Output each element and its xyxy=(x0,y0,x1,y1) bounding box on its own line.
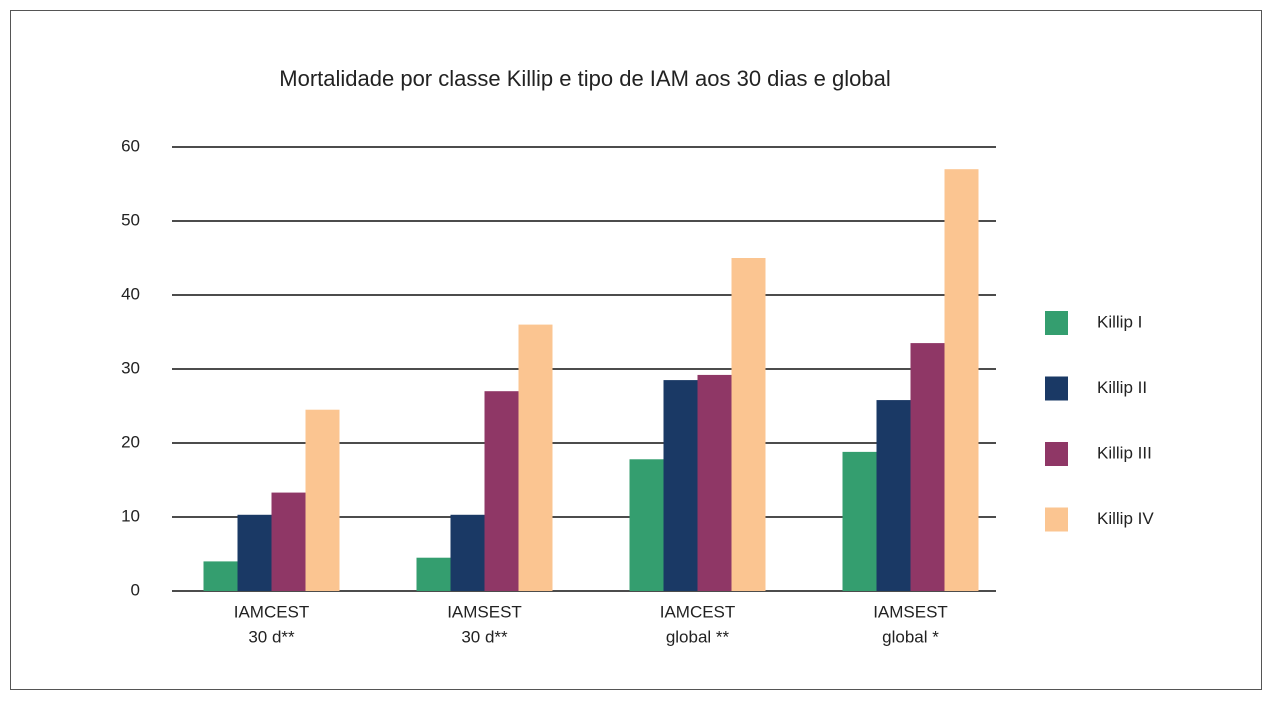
legend-label: Killip II xyxy=(1097,378,1147,397)
bar xyxy=(271,492,306,591)
bar xyxy=(876,400,911,591)
legend-swatch xyxy=(1045,507,1068,532)
bar xyxy=(910,343,945,591)
y-tick-label: 40 xyxy=(121,284,140,303)
x-tick-label: 30 d** xyxy=(248,627,295,646)
x-tick-label: global ** xyxy=(666,627,730,646)
y-tick-label: 0 xyxy=(131,580,140,599)
bar xyxy=(203,561,238,591)
bar xyxy=(663,380,698,591)
bar xyxy=(629,459,664,591)
y-tick-label: 50 xyxy=(121,210,140,229)
legend-swatch xyxy=(1045,376,1068,401)
bar xyxy=(518,324,553,591)
x-tick-label: 30 d** xyxy=(461,627,508,646)
x-tick-label: IAMCEST xyxy=(660,602,736,621)
x-tick-label: IAMSEST xyxy=(447,602,522,621)
y-tick-label: 20 xyxy=(121,432,140,451)
bar xyxy=(944,169,979,591)
bar xyxy=(416,557,451,591)
bar xyxy=(305,409,340,591)
chart-title: Mortalidade por classe Killip e tipo de … xyxy=(279,66,890,91)
x-tick-label: IAMCEST xyxy=(234,602,310,621)
legend-swatch xyxy=(1045,442,1068,466)
legend-swatch xyxy=(1045,311,1068,335)
x-tick-label: global * xyxy=(882,627,939,646)
bar xyxy=(697,374,732,591)
y-tick-label: 60 xyxy=(121,136,140,155)
bar xyxy=(731,258,766,591)
bar xyxy=(237,514,272,591)
frame xyxy=(10,10,1262,690)
bar xyxy=(450,514,485,591)
bar xyxy=(484,391,519,591)
bar xyxy=(842,451,877,591)
y-tick-label: 30 xyxy=(121,358,140,377)
legend-label: Killip I xyxy=(1097,312,1142,331)
y-tick-label: 10 xyxy=(121,506,140,525)
x-tick-label: IAMSEST xyxy=(873,602,948,621)
legend-label: Killip III xyxy=(1097,443,1152,462)
legend-label: Killip IV xyxy=(1097,509,1154,528)
